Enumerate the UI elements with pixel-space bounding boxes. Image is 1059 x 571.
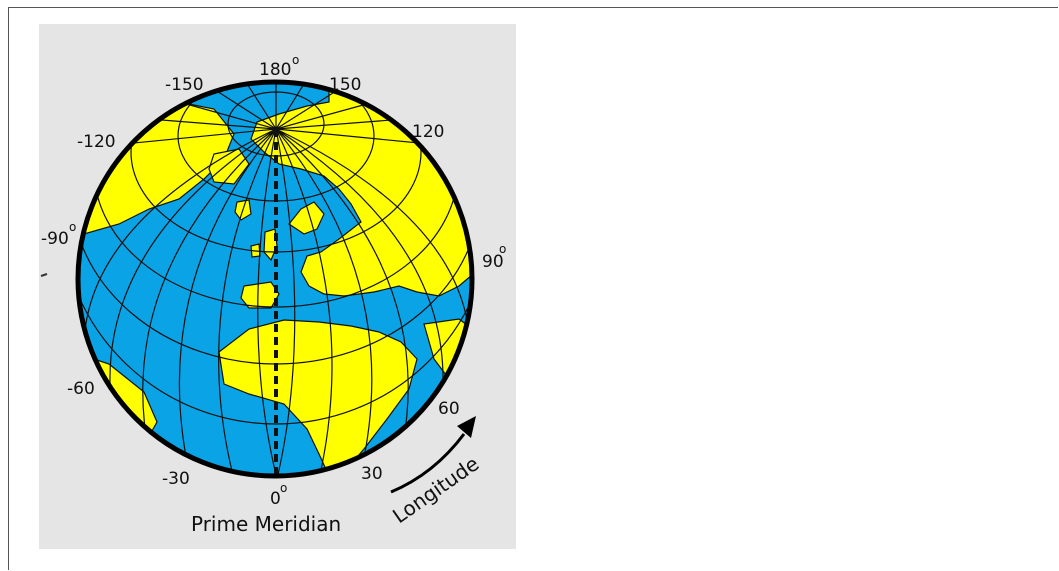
globe-outline	[75, 79, 475, 479]
longitude-arrowhead	[457, 416, 476, 438]
label-minus-150: -150	[165, 75, 204, 95]
degree-minus-90: o	[69, 220, 76, 234]
label-minus-30: -30	[162, 469, 190, 489]
globe-diagram: 180 o -150 150 -120 120 -90 o 90 o -60 6…	[40, 53, 509, 536]
scandinavia-landmass	[288, 201, 325, 235]
label-60: 60	[438, 399, 460, 419]
label-150: 150	[329, 75, 361, 95]
edge-tick	[40, 273, 48, 277]
degree-180: o	[292, 53, 299, 67]
label-30: 30	[361, 464, 383, 484]
longitude-arrow	[390, 433, 466, 494]
label-180: 180	[259, 60, 291, 80]
degree-90: o	[499, 242, 506, 256]
meridian-lines	[83, 82, 471, 476]
degree-0: o	[280, 481, 287, 495]
label-120: 120	[412, 122, 444, 142]
label-90: 90	[482, 252, 504, 272]
india-landmass	[479, 344, 509, 404]
iberia-landmass	[240, 281, 280, 309]
globe-figure: 180 o -150 150 -120 120 -90 o 90 o -60 6…	[39, 24, 516, 549]
label-0: 0	[270, 489, 281, 509]
label-minus-90: -90	[41, 229, 69, 249]
parallel-6	[78, 82, 472, 425]
greenland-landmass	[208, 148, 250, 185]
label-minus-60: -60	[67, 379, 95, 399]
prime-meridian-caption: Prime Meridian	[191, 512, 341, 536]
label-minus-120: -120	[77, 132, 116, 152]
content-frame: 180 o -150 150 -120 120 -90 o 90 o -60 6…	[8, 7, 1058, 570]
